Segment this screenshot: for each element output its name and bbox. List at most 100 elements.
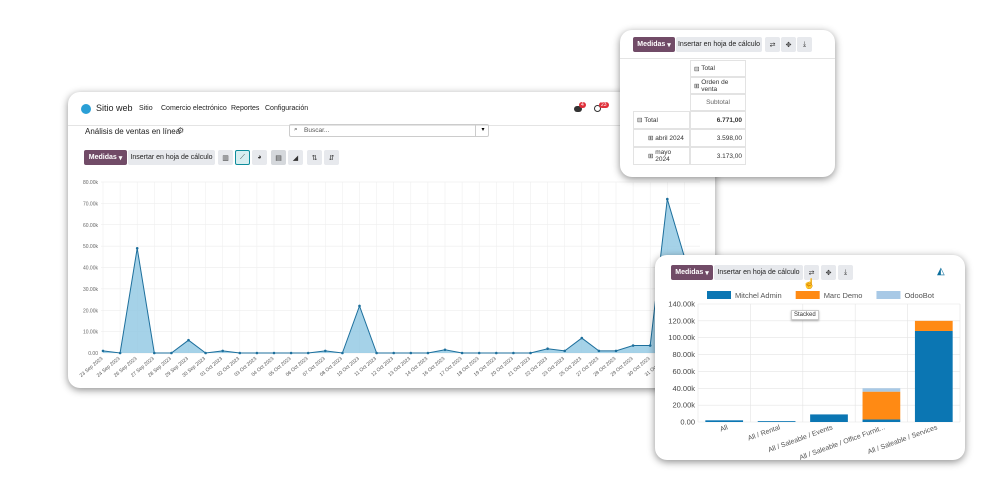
point <box>101 349 105 353</box>
sort-asc-button[interactable]: ⇵ <box>324 150 339 165</box>
point <box>563 349 566 353</box>
y-tick-label: 60.00k <box>83 223 99 229</box>
chat-icon[interactable] <box>574 106 582 112</box>
y-tick-label: 70.00k <box>83 201 99 207</box>
pivot-header[interactable]: ⊟ Total <box>690 60 746 77</box>
point <box>341 351 344 355</box>
expand-button[interactable]: ✥ <box>821 265 836 280</box>
y-tick-label: 60.00k <box>672 367 695 376</box>
point <box>614 349 618 353</box>
legend-swatch <box>876 291 901 299</box>
download-button[interactable]: ⤓ <box>838 265 853 280</box>
point <box>289 351 293 355</box>
measures-button[interactable]: Medidas ▾ <box>671 265 713 280</box>
y-tick-label: 140.00k <box>668 300 695 309</box>
y-tick-label: 30.00k <box>83 287 99 293</box>
menu-item[interactable]: Sitio <box>139 105 153 112</box>
activity-icon[interactable] <box>594 105 601 112</box>
point <box>546 347 549 351</box>
main-window: Sitio web Sitio Comercio electrónico Rep… <box>68 92 715 388</box>
search-toggle[interactable]: ▾ <box>475 124 490 137</box>
tooltip: Stacked <box>791 310 819 320</box>
measures-label: Medidas <box>88 154 117 161</box>
y-tick-label: 0.00 <box>88 351 98 357</box>
line-chart-button[interactable]: ⟋ <box>235 150 250 165</box>
legend-swatch <box>795 291 820 299</box>
point <box>580 336 584 340</box>
pivot-header[interactable]: ⊞ Orden de venta <box>690 77 746 94</box>
cell-value: 3.598,00 <box>690 129 746 147</box>
stacked-button[interactable]: ▤ <box>271 150 286 165</box>
area-chart-icon[interactable]: ◭ <box>937 266 945 277</box>
pivot-measure: Subtotal <box>690 94 746 111</box>
insert-label: Insertar en hoja de cálculo <box>717 269 800 276</box>
menu-item[interactable]: Reportes <box>231 105 260 112</box>
measures-label: Medidas <box>637 41 666 48</box>
download-button[interactable]: ⤓ <box>797 37 812 52</box>
point <box>477 351 481 355</box>
point <box>272 351 276 355</box>
sort-desc-button[interactable]: ⇅ <box>307 150 322 165</box>
point <box>153 351 156 355</box>
cumulative-button[interactable]: ◢ <box>288 150 303 165</box>
value-text: 6.771,00 <box>716 116 742 124</box>
expand-button[interactable]: ✥ <box>781 37 796 52</box>
point <box>358 304 361 308</box>
point <box>306 351 310 355</box>
insert-button[interactable]: Insertar en hoja de cálculo <box>714 265 803 280</box>
y-tick-label: 10.00k <box>83 330 99 336</box>
search-placeholder: Buscar... <box>304 127 330 134</box>
bar-window: Medidas ▾ Insertar en hoja de cálculo ⇄ … <box>655 255 965 460</box>
y-tick-label: 20.00k <box>83 308 99 314</box>
point <box>255 351 259 355</box>
search-box[interactable] <box>289 124 489 137</box>
point <box>170 351 173 355</box>
row-header[interactable]: ⊞ mayo 2024 <box>633 147 690 165</box>
bar <box>862 391 901 420</box>
measures-button[interactable]: Medidas ▾ <box>633 37 675 52</box>
point <box>512 351 515 355</box>
bar-chart-button[interactable]: ▥ <box>218 150 233 165</box>
row-header[interactable]: ⊟ Total <box>633 111 690 129</box>
measure-text: Subtotal <box>706 99 730 106</box>
y-tick-label: 100.00k <box>668 333 695 342</box>
point <box>460 351 464 355</box>
pie-chart-button[interactable]: ◕ <box>252 150 267 165</box>
legend-swatch <box>707 291 731 299</box>
point <box>135 246 139 250</box>
bar <box>757 421 796 422</box>
stacked-button[interactable]: ⇄ <box>804 265 819 280</box>
y-tick-label: 80.00k <box>83 180 99 186</box>
point <box>426 351 430 355</box>
row-header[interactable]: ⊞ abril 2024 <box>633 129 690 147</box>
bar <box>862 388 901 392</box>
insert-button[interactable]: Insertar en hoja de cálculo <box>676 37 762 52</box>
cursor: ☝ <box>803 279 816 290</box>
point <box>375 351 378 355</box>
bar <box>914 320 953 331</box>
page-title: Análisis de ventas en línea <box>85 127 181 136</box>
gear-icon[interactable]: ⚙ <box>177 126 185 135</box>
app-name[interactable]: Sitio web <box>96 103 133 113</box>
flip-button[interactable]: ⇄ <box>765 37 780 52</box>
legend-label: OdooBot <box>904 291 935 300</box>
menu-item[interactable]: Comercio electrónico <box>161 105 227 112</box>
point <box>443 348 447 352</box>
point <box>631 344 635 347</box>
menu-item[interactable]: Configuración <box>265 105 309 112</box>
point <box>238 351 242 355</box>
bar <box>810 414 848 422</box>
navbar <box>68 92 715 126</box>
measures-button[interactable]: Medidas ▾ <box>84 150 127 165</box>
cell-value: 3.173,00 <box>690 147 746 165</box>
point <box>495 351 498 355</box>
app-icon <box>81 104 91 114</box>
point <box>324 349 327 353</box>
header-text: Orden de venta <box>701 78 729 93</box>
divider <box>620 58 835 59</box>
point <box>187 338 190 342</box>
insert-button[interactable]: Insertar en hoja de cálculo <box>128 150 215 165</box>
x-tick-label: All <box>719 424 729 433</box>
bar <box>914 330 953 422</box>
y-tick-label: 0.00 <box>680 418 695 427</box>
